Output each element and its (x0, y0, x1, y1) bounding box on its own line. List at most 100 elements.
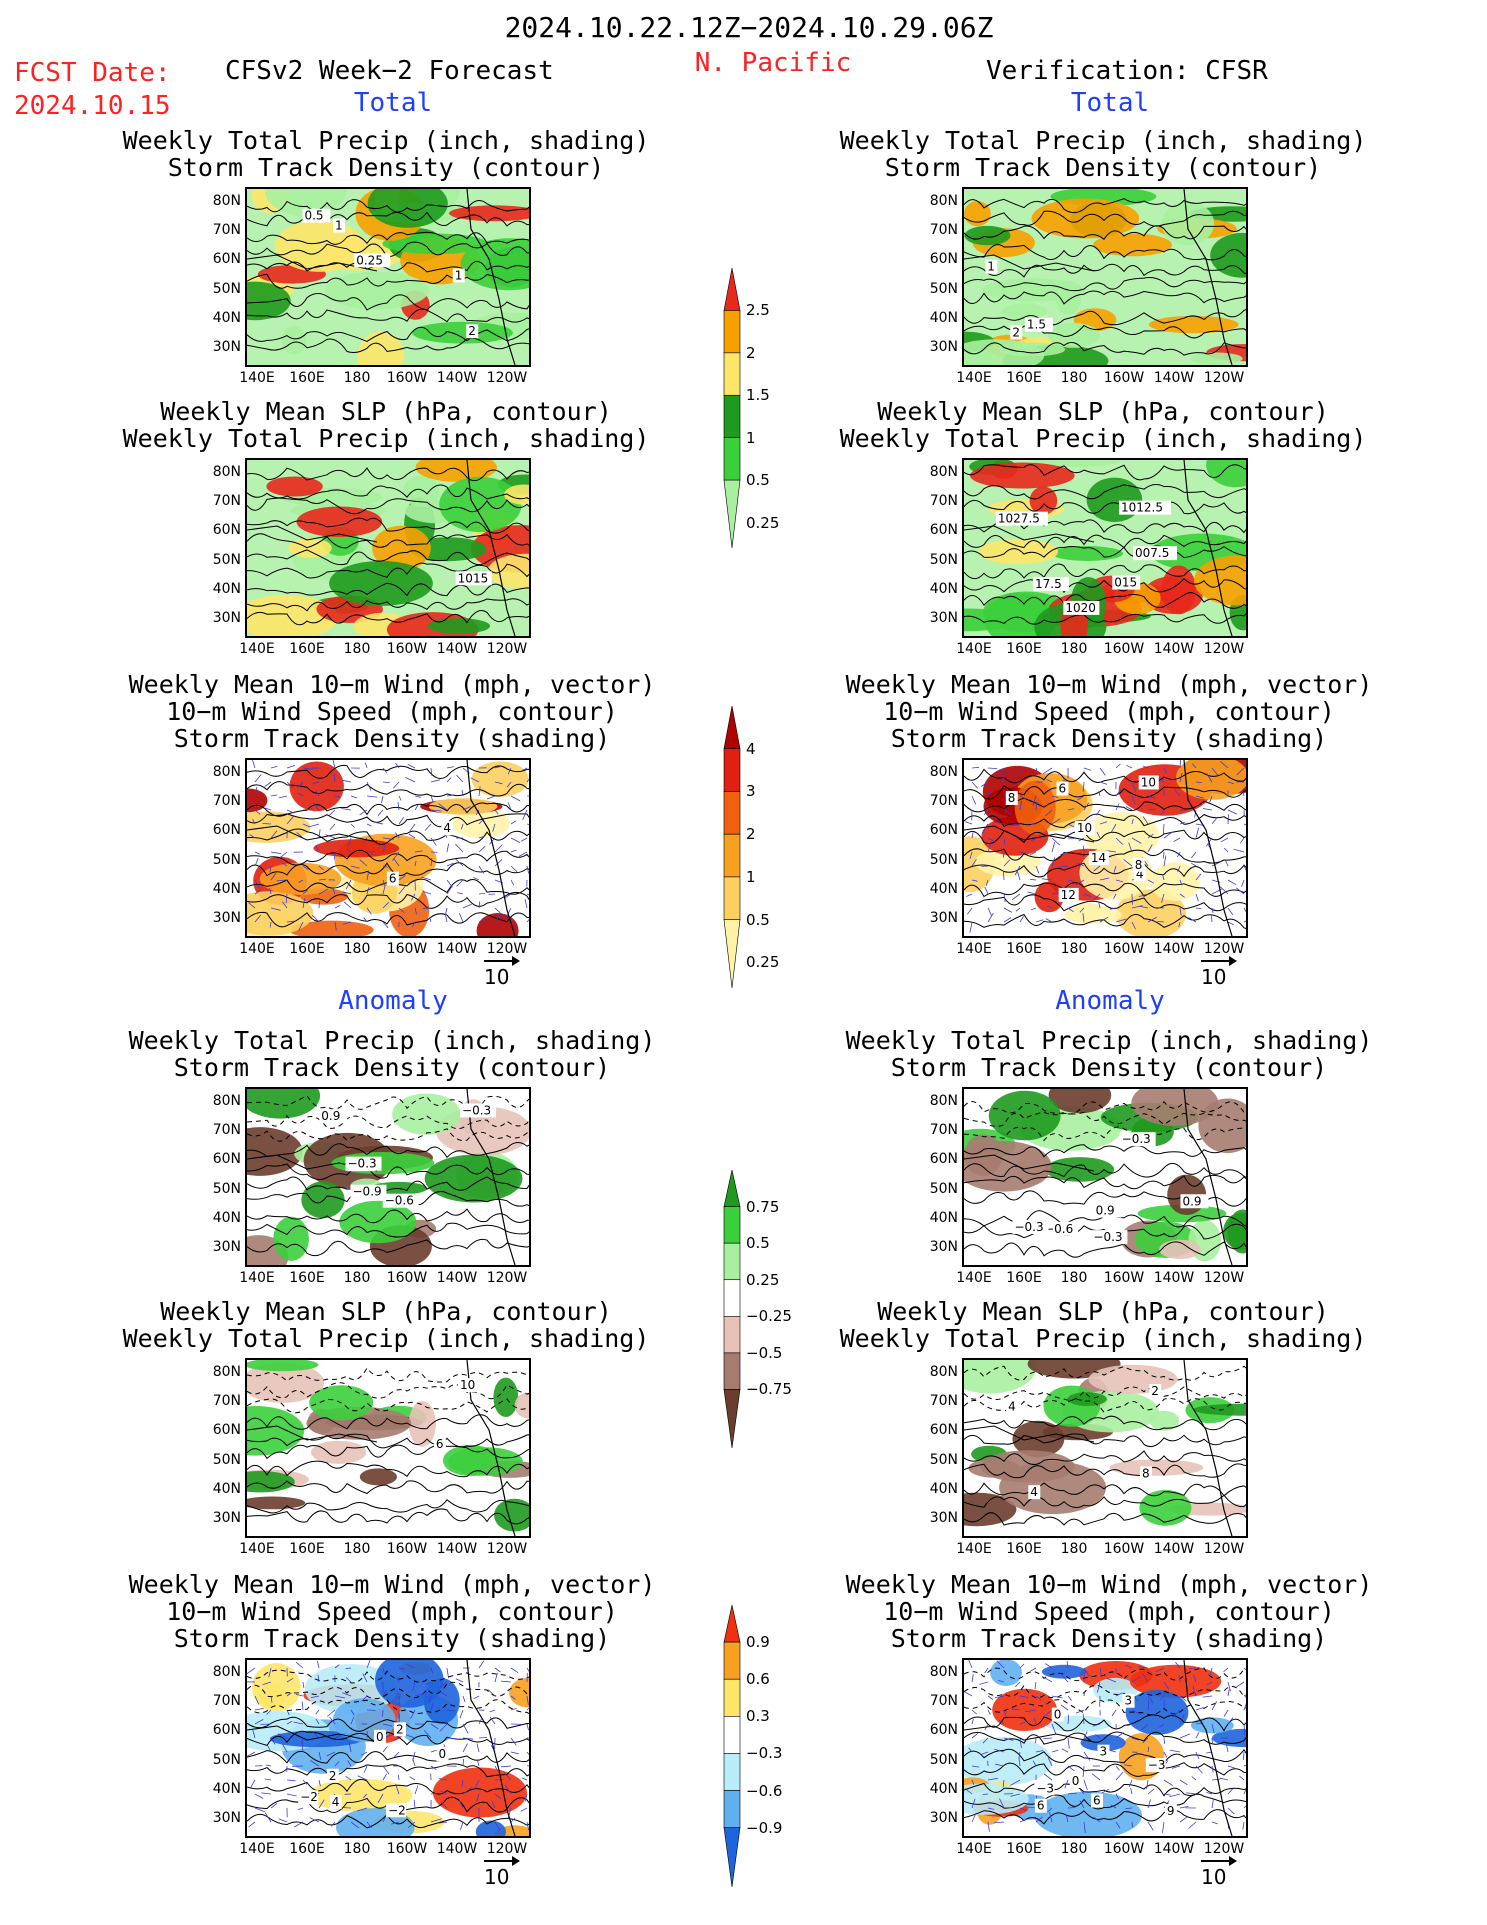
wind-vector (350, 823, 355, 828)
wind-vector (501, 1765, 512, 1768)
coastline (964, 825, 1095, 843)
wind-vector (462, 1758, 464, 1767)
lon-label: 160E (1006, 941, 1042, 957)
wind-vector (460, 1821, 464, 1831)
shade-blob (273, 1216, 309, 1261)
wind-vector (295, 1694, 304, 1697)
wind-vector (971, 1718, 974, 1725)
wind-vector (1227, 1807, 1235, 1815)
wind-vector (1174, 789, 1181, 797)
wind-vector (345, 879, 352, 890)
wind-vector (1206, 773, 1213, 783)
lat-label: 50N (212, 551, 241, 568)
wind-vector (1169, 1749, 1181, 1753)
wind-vector (1147, 833, 1154, 839)
wind-vector (424, 1730, 432, 1739)
wind-vector (446, 885, 453, 895)
lon-label: 120W (486, 370, 528, 386)
panel11-title: Weekly Mean 10−m Wind (mph, vector) 10−m … (129, 1571, 656, 1652)
wind-vector (1138, 905, 1149, 909)
contour-line (964, 1415, 1246, 1431)
lon-label: 120W (1203, 641, 1245, 657)
panel10-title-line1: Weekly Mean SLP (hPa, contour) (877, 1297, 1329, 1326)
lat-label: 70N (212, 1393, 241, 1410)
wind-vector (494, 907, 502, 914)
contour-line (247, 273, 529, 289)
wind-vector (1095, 809, 1101, 816)
wind-vector (1025, 1709, 1037, 1713)
wind-vector (445, 916, 448, 923)
shade-blob (476, 913, 519, 936)
shade-blob (247, 1360, 319, 1372)
wind-vector (1177, 865, 1181, 872)
shade-blob (460, 238, 529, 291)
wind-vector (297, 1807, 304, 1810)
lat-label: 50N (929, 1180, 958, 1197)
colorbar-swatch (723, 706, 741, 750)
wind-vector (984, 1667, 989, 1674)
wind-vector (1147, 1788, 1155, 1795)
panel12-title: Weekly Mean 10−m Wind (mph, vector) 10−m … (846, 1571, 1373, 1652)
wind-vector (315, 790, 320, 797)
wind-vector (474, 1779, 480, 1790)
wind-vector (329, 1716, 336, 1725)
wind-vector (1191, 1776, 1197, 1781)
shade-blob (329, 560, 433, 606)
contour-line (247, 1433, 529, 1449)
svg-text:−2: −2 (300, 1790, 318, 1804)
shade-blob (259, 862, 342, 895)
wind-vector (430, 767, 433, 776)
lat-label: 30N (212, 1810, 241, 1826)
wind-vector (1220, 837, 1229, 843)
lat-label: 40N (929, 309, 958, 326)
lat-label: 70N (212, 222, 241, 239)
contour-label: 0.9 (1180, 1194, 1209, 1209)
wind-vector (1131, 795, 1136, 805)
contour-line (964, 1111, 1246, 1127)
wind-vector (964, 1788, 973, 1795)
wind-vector (393, 781, 400, 789)
lon-label: 140W (1153, 1270, 1195, 1286)
wind-vector (318, 1799, 325, 1809)
shade-blob (1149, 1410, 1180, 1431)
shade-blob (1159, 1239, 1202, 1260)
lon-label: 140E (239, 1541, 275, 1557)
wind-vector (249, 834, 256, 839)
wind-vector (1195, 781, 1202, 784)
lon-label: 160W (1103, 941, 1145, 957)
map-panel-12: −3 0 6 3 3 9 0 −3 6 (962, 1658, 1248, 1838)
wind-vector (250, 1779, 256, 1789)
wind-vector (340, 1807, 352, 1809)
shade-blob (247, 1362, 325, 1403)
wind-vector (382, 865, 389, 868)
svg-text:0.25: 0.25 (356, 253, 383, 267)
contour-line (247, 293, 529, 311)
wind-vector (252, 760, 256, 769)
map-field-7: 0.90.3−0.6−0.3−0.9−0.3 (247, 1089, 529, 1265)
contour-line (247, 1163, 529, 1181)
colorbar-swatch (723, 268, 741, 311)
contour-label: 1027.5 (995, 511, 1048, 526)
wind-vector (1186, 1792, 1197, 1795)
vector-ref-arrow-icon (484, 956, 520, 966)
colorbar-label: −0.6 (746, 1781, 783, 1800)
wind-vector (1224, 847, 1229, 853)
wind-vector (1223, 1709, 1229, 1717)
wind-vector (1115, 1821, 1121, 1829)
wind-vector (265, 1764, 272, 1767)
wind-vector (1233, 848, 1245, 853)
panel6-title: Weekly Mean 10−m Wind (mph, vector) 10−m … (846, 671, 1373, 752)
contour-line (964, 592, 1246, 609)
wind-vector (1060, 851, 1069, 855)
lat-label: 30N (929, 339, 958, 355)
svg-text:2: 2 (396, 1722, 404, 1736)
panel1-title: Weekly Total Precip (inch, shading) Storm… (123, 127, 650, 181)
wind-vector (494, 844, 503, 853)
coastline (1183, 189, 1233, 365)
shade-blob (439, 476, 522, 533)
wind-vector (312, 1731, 320, 1739)
vector-ref-p6: 10 (1201, 956, 1237, 989)
lon-label: 160W (1103, 1270, 1145, 1286)
wind-vector (310, 1695, 320, 1698)
